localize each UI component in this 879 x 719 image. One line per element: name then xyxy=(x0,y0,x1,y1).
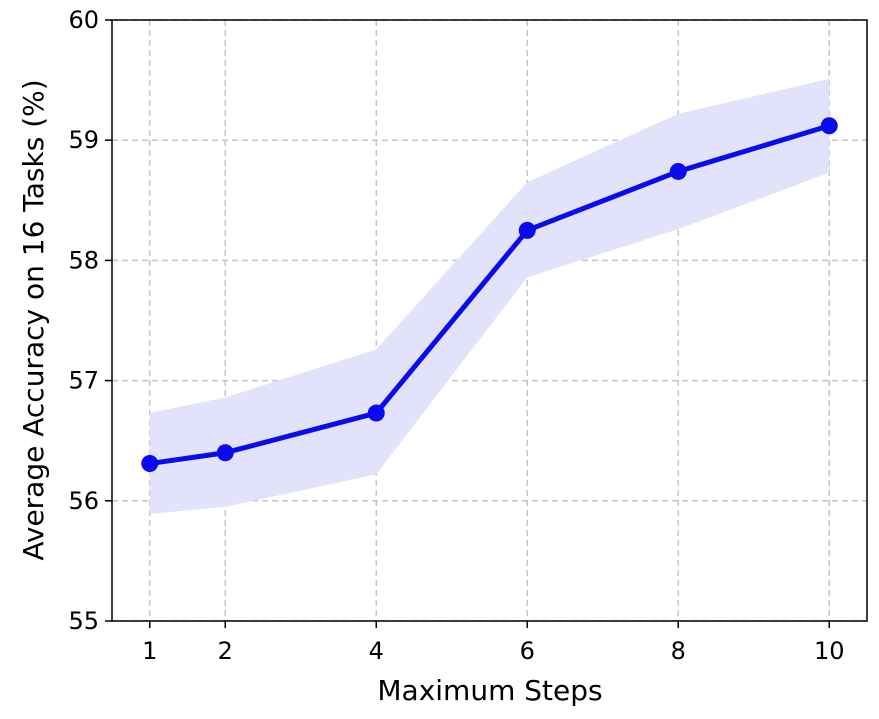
data-point xyxy=(518,221,536,239)
data-point xyxy=(216,444,234,462)
x-axis-title: Maximum Steps xyxy=(377,674,602,707)
data-point xyxy=(141,455,159,473)
y-axis-ticks: 55 56 57 58 59 60 xyxy=(68,6,112,635)
y-tick-label: 60 xyxy=(68,6,99,34)
confidence-band-layer xyxy=(149,78,830,515)
y-tick-label: 59 xyxy=(68,126,99,154)
x-axis-ticks: 1 2 4 6 8 10 xyxy=(142,621,845,665)
x-tick-label: 10 xyxy=(814,637,845,665)
x-tick-label: 2 xyxy=(218,637,233,665)
data-point xyxy=(669,162,687,180)
x-tick-label: 8 xyxy=(671,637,686,665)
data-point xyxy=(820,117,838,135)
y-tick-label: 57 xyxy=(68,367,99,395)
data-points xyxy=(141,117,838,473)
y-axis-title: Average Accuracy on 16 Tasks (%) xyxy=(17,79,50,560)
x-tick-label: 1 xyxy=(142,637,157,665)
x-tick-label: 4 xyxy=(369,637,384,665)
plot-frame xyxy=(111,19,868,622)
series-line xyxy=(149,123,830,467)
y-tick-label: 58 xyxy=(68,246,99,274)
x-tick-label: 6 xyxy=(520,637,535,665)
y-tick-label: 55 xyxy=(68,607,99,635)
series-line-layer xyxy=(149,123,830,467)
data-point xyxy=(367,404,385,422)
y-tick-label: 56 xyxy=(68,487,99,515)
confidence-band xyxy=(149,78,830,515)
